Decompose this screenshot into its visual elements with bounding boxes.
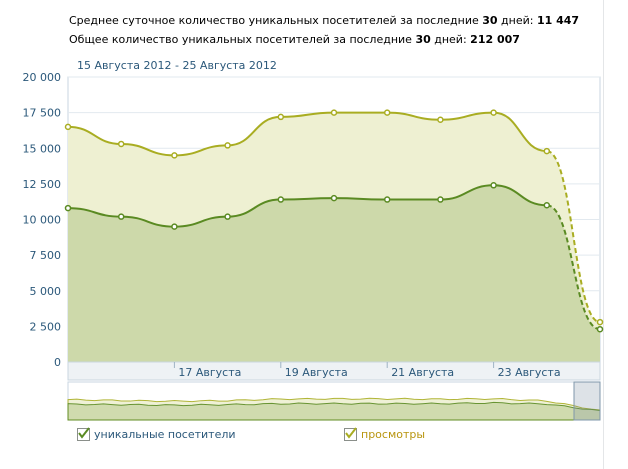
data-point [330, 109, 338, 116]
legend-views-checkbox[interactable] [344, 427, 357, 441]
stats-line-average: Среднее суточное количество уникальных п… [69, 14, 580, 27]
data-point [330, 194, 338, 202]
data-point [117, 140, 125, 148]
y-tick-label: 2 500 [30, 320, 62, 333]
data-point [64, 123, 72, 131]
overview-series-1 [67, 401, 601, 421]
overview-selection-handle[interactable] [573, 381, 601, 421]
y-tick-label: 20 000 [23, 71, 62, 84]
series-line-dashed-1 [546, 204, 601, 331]
series-line-dashed-0 [546, 150, 601, 324]
legend-views-label: просмотры [361, 428, 426, 441]
data-point [383, 109, 391, 116]
data-point [490, 109, 497, 116]
x-tick-label: 23 Августа [498, 366, 561, 379]
data-point [277, 196, 285, 203]
legend-views[interactable]: просмотры [344, 427, 426, 441]
stats-line-total: Общее количество уникальных посетителей … [69, 33, 520, 46]
data-point [224, 213, 231, 220]
legend-unique-label: уникальные посетители [94, 428, 236, 441]
y-tick-label: 0 [54, 356, 61, 369]
average-visitors-value: 11 447 [536, 14, 580, 27]
date-range: 15 Августа 2012 - 25 Августа 2012 [77, 59, 277, 72]
data-point [171, 223, 178, 230]
data-point [437, 116, 444, 123]
x-tick-label: 19 Августа [285, 366, 348, 379]
legend-unique-checkbox[interactable] [77, 427, 90, 441]
stats-block: Среднее суточное количество уникальных п… [69, 11, 579, 49]
data-point [596, 325, 604, 333]
data-point [383, 196, 391, 203]
right-frame [603, 0, 628, 469]
data-point [277, 113, 285, 121]
data-point [596, 318, 604, 326]
data-point [437, 196, 444, 203]
y-tick-label: 7 500 [30, 249, 62, 262]
series-area-1 [68, 185, 600, 362]
checkmark-icon [78, 427, 90, 439]
series-line-1 [67, 184, 547, 228]
legend-unique-visitors[interactable]: уникальные посетители [77, 427, 236, 441]
x-axis-band [67, 361, 601, 381]
series-line-0 [67, 111, 547, 157]
data-point [117, 213, 125, 220]
y-tick-label: 12 500 [23, 178, 62, 191]
data-point [490, 182, 497, 189]
x-tick-label: 21 Августа [391, 366, 454, 379]
y-tick-label: 17 500 [23, 107, 62, 120]
x-tick-label: 17 Августа [178, 366, 241, 379]
y-tick-label: 15 000 [23, 142, 62, 155]
y-tick-label: 5 000 [30, 285, 62, 298]
data-point [224, 142, 231, 149]
data-point [543, 202, 551, 209]
total-visitors-value: 212 007 [470, 33, 520, 46]
data-point [543, 147, 551, 155]
data-point [171, 152, 178, 159]
y-tick-label: 10 000 [23, 214, 62, 227]
checkmark-icon [345, 427, 357, 439]
data-point [64, 204, 72, 212]
